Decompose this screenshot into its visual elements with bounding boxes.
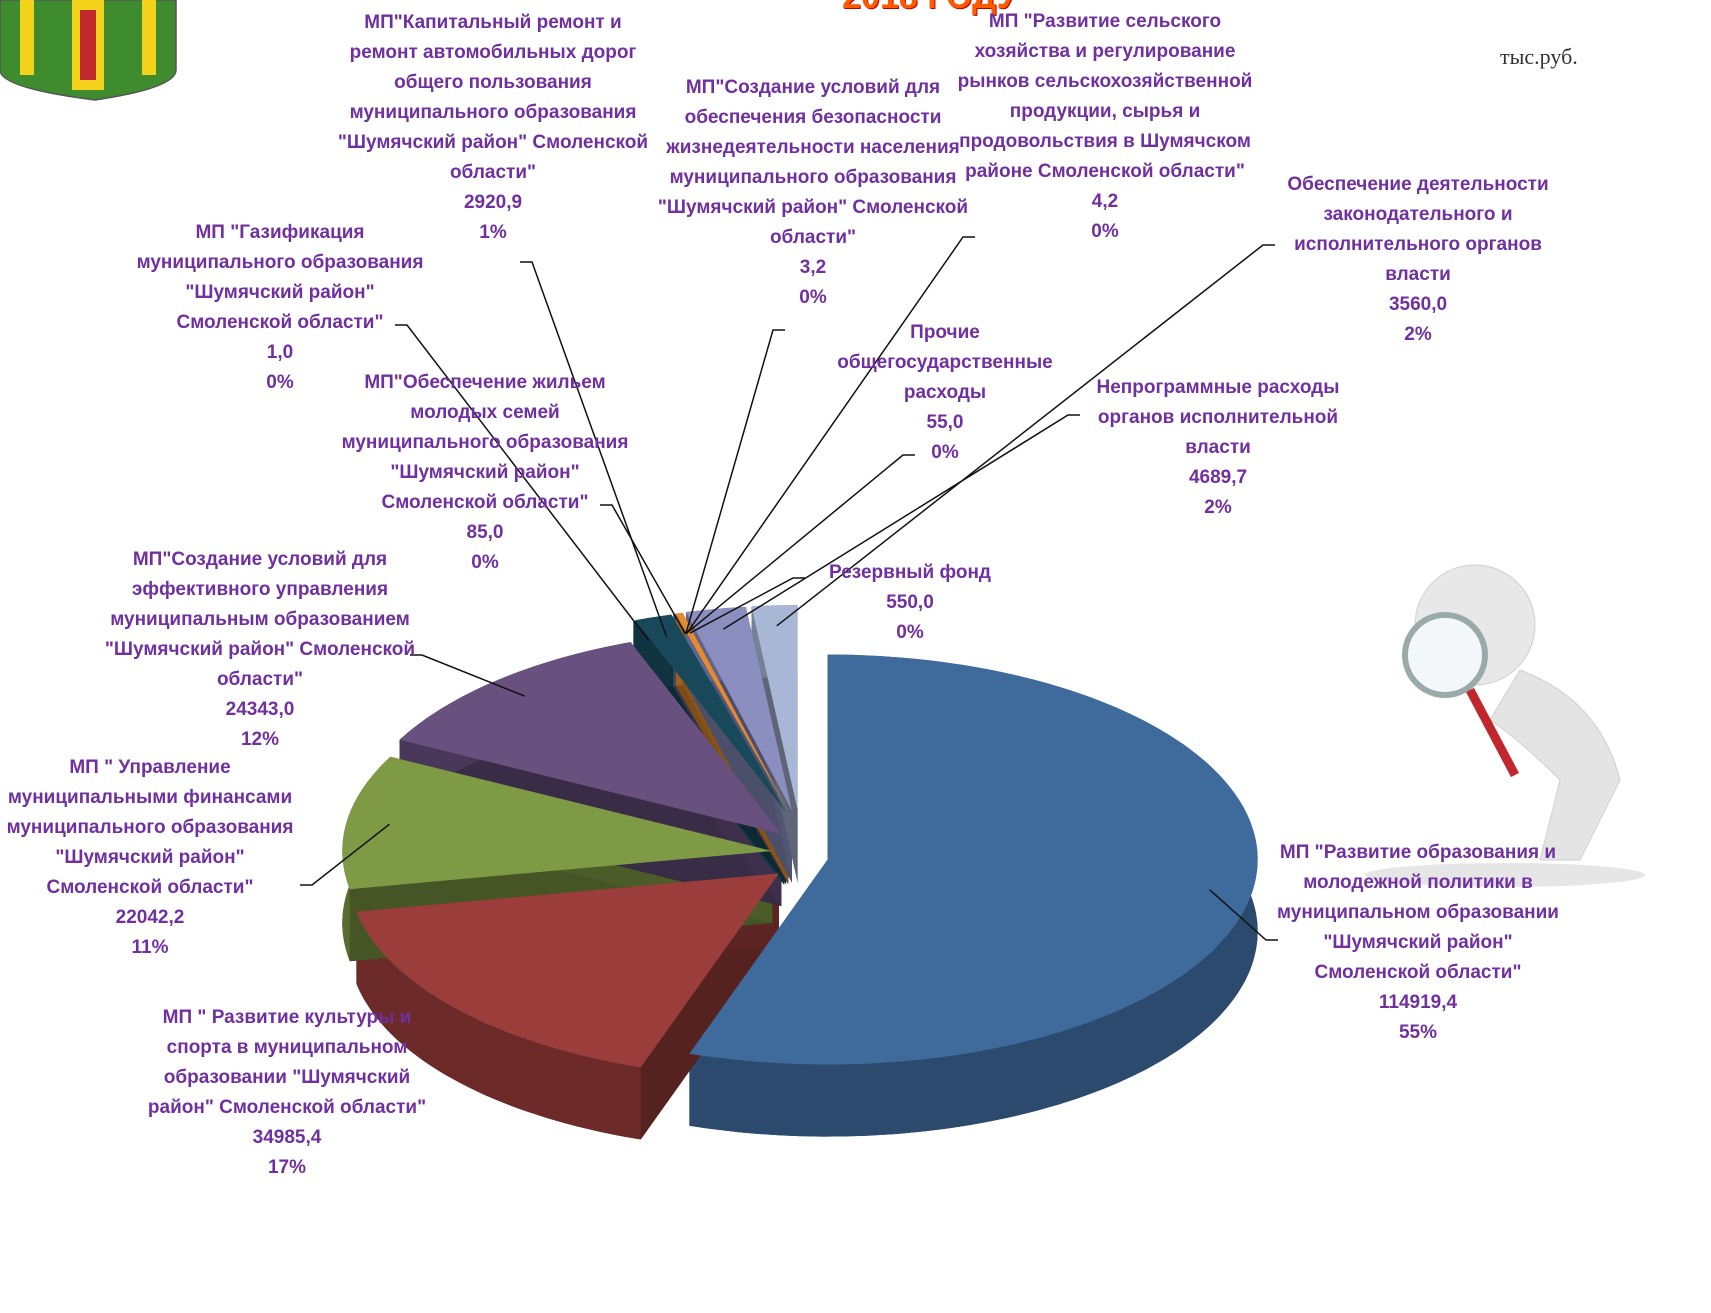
value-label: 1,0 [266, 342, 294, 363]
leader-line [685, 329, 785, 634]
figure [1365, 564, 1645, 887]
slice-side [356, 911, 641, 1140]
slice [635, 614, 787, 813]
category-label: МП"Создание условий для обеспечения безо… [657, 77, 969, 248]
value-label: 22042,2 [115, 907, 185, 928]
value-label: 4689,7 [1188, 467, 1248, 488]
data-label: МП"Капитальный ремонт и ремонт автомобил… [333, 8, 653, 248]
category-label: Непрограммные расходы органов исполнител… [1096, 377, 1340, 458]
slice [673, 613, 788, 812]
value-label: 2920,9 [463, 192, 523, 213]
category-label: Прочие общегосударственные расходы [837, 322, 1053, 403]
percent-label: 1% [479, 222, 507, 243]
value-label: 85,0 [466, 522, 504, 543]
value-label: 34985,4 [252, 1127, 322, 1148]
value-label: 55,0 [926, 412, 964, 433]
data-label: МП " Управление муниципальными финансами… [0, 753, 300, 963]
slice [686, 606, 792, 811]
percent-label: 0% [471, 552, 499, 573]
data-label: Обеспечение деятельности законодательног… [1263, 170, 1573, 350]
leader-lines [300, 236, 1278, 941]
data-label: МП "Развитие сельского хозяйства и регул… [950, 7, 1260, 247]
data-label: МП"Создание условий для обеспечения безо… [653, 73, 973, 313]
slice [342, 756, 773, 890]
percent-label: 0% [799, 287, 827, 308]
slice [751, 605, 798, 811]
percent-label: 2% [1404, 324, 1432, 345]
category-label: МП "Газификация муниципального образован… [136, 222, 424, 333]
category-label: Резервный фонд [829, 562, 991, 583]
leader-line [520, 261, 668, 637]
slice [674, 613, 789, 812]
value-label: 3560,0 [1388, 294, 1448, 315]
value-label: 550,0 [886, 592, 934, 613]
leader-line [600, 504, 686, 635]
category-label: МП"Капитальный ремонт и ремонт автомобил… [337, 12, 649, 183]
percent-label: 11% [131, 937, 169, 958]
percent-label: 0% [266, 372, 294, 393]
leader-line [776, 244, 1275, 627]
data-label: МП "Развитие образования и молодежной по… [1268, 838, 1568, 1048]
data-label: МП"Обеспечение жильем молодых семей муни… [335, 368, 635, 578]
leader-line [689, 577, 805, 634]
slice [356, 873, 779, 1068]
category-label: МП "Развитие сельского хозяйства и регул… [957, 11, 1253, 182]
percent-label: 0% [896, 622, 924, 643]
data-label: Прочие общегосударственные расходы 55,0 0% [815, 318, 1075, 468]
category-label: Обеспечение деятельности законодательног… [1287, 174, 1549, 285]
slice [689, 654, 1258, 1065]
data-label: Резервный фонд 550,0 0% [805, 558, 1015, 648]
percent-label: 12% [240, 729, 280, 750]
unit-label: тыс.руб. [1500, 44, 1578, 69]
category-label: МП " Развитие культуры и спорта в муници… [147, 1007, 427, 1118]
data-label: МП "Газификация муниципального образован… [130, 218, 430, 398]
slice [633, 620, 785, 813]
leader-line [300, 823, 390, 886]
category-label: МП"Создание условий для эффективного упр… [104, 549, 416, 690]
leader-line [1208, 889, 1278, 941]
slice [399, 642, 782, 835]
value-label: 114919,4 [1378, 992, 1458, 1013]
pie [342, 605, 1258, 1140]
data-label: МП"Создание условий для эффективного упр… [100, 545, 420, 755]
percent-label: 0% [931, 442, 959, 463]
emblem [0, 0, 177, 101]
slice [675, 612, 789, 812]
category-label: МП " Управление муниципальными финансами… [6, 757, 294, 898]
percent-label: 0% [1091, 221, 1119, 242]
category-label: МП "Развитие образования и молодежной по… [1276, 842, 1559, 983]
percent-label: 17% [267, 1157, 307, 1178]
chart-title: 2018 ГОДУ [800, 0, 1060, 17]
percent-label: 2% [1204, 497, 1232, 518]
leader-line [685, 236, 975, 634]
data-label: МП " Развитие культуры и спорта в муници… [137, 1003, 437, 1183]
leader-line [410, 654, 525, 697]
category-label: МП"Обеспечение жильем молодых семей муни… [341, 372, 629, 513]
value-label: 24343,0 [225, 699, 295, 720]
data-label: Непрограммные расходы органов исполнител… [1068, 373, 1368, 523]
value-label: 3,2 [799, 257, 827, 278]
value-label: 4,2 [1091, 191, 1119, 212]
percent-label: 55% [1398, 1022, 1438, 1043]
leader-line [685, 454, 915, 635]
leader-line [395, 324, 650, 641]
leader-line [723, 414, 1080, 630]
